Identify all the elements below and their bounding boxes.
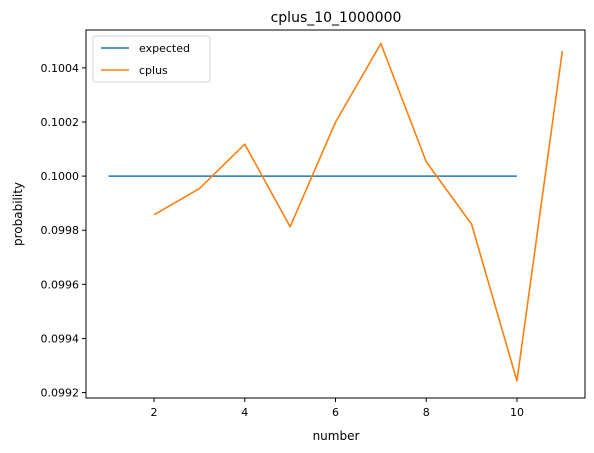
series-line-cplus: [153, 42, 564, 382]
y-tick-label: 0.0998: [41, 224, 80, 237]
y-tick-label: 0.1002: [41, 116, 80, 129]
y-axis-ticks: 0.0992 0.0994 0.0996 0.0998 0.1000 0.1002 0.10…: [41, 62, 86, 400]
y-tick-label: 0.0994: [41, 332, 80, 345]
y-axis-label: probability: [11, 182, 25, 246]
axes-frame: [85, 29, 586, 399]
x-axis-ticks: 2 4 6 8 10: [151, 398, 524, 419]
plot-area: [86, 30, 585, 398]
chart-title: cplus_10_1000000: [271, 10, 402, 26]
series-lines: [108, 42, 564, 382]
x-tick-label: 10: [510, 406, 524, 419]
x-tick-label: 8: [423, 406, 430, 419]
x-tick-label: 6: [332, 406, 339, 419]
x-tick-label: 4: [241, 406, 248, 419]
legend: expected cplus: [92, 35, 211, 83]
y-tick-label: 0.0996: [41, 278, 80, 291]
x-axis-label: number: [313, 429, 360, 443]
y-tick-label: 0.1004: [41, 62, 80, 75]
legend-label-cplus: cplus: [139, 64, 168, 77]
y-tick-label: 0.1000: [41, 170, 80, 183]
legend-label-expected: expected: [139, 42, 190, 55]
x-tick-label: 2: [151, 406, 158, 419]
y-tick-label: 0.0992: [41, 387, 80, 400]
